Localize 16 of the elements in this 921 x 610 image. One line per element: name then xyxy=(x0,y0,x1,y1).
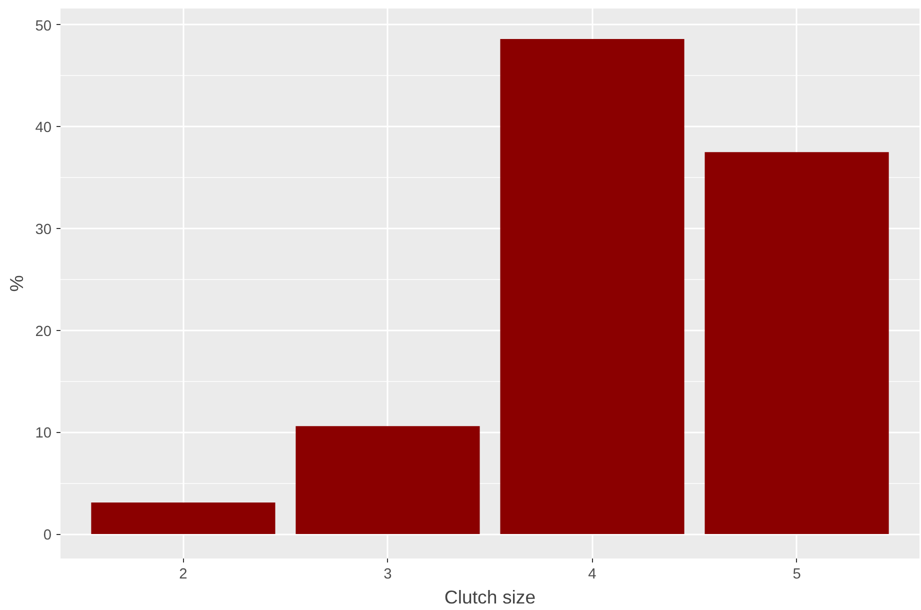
y-tick-label: 20 xyxy=(35,324,52,340)
y-axis-title: % xyxy=(6,275,28,292)
bar xyxy=(500,39,684,534)
y-tick-label: 0 xyxy=(43,528,52,544)
x-tick-label: 3 xyxy=(384,566,392,582)
y-tick-label: 50 xyxy=(35,18,52,34)
x-tick-label: 4 xyxy=(588,566,596,582)
x-tick-label: 2 xyxy=(179,566,188,582)
bar xyxy=(704,152,889,534)
x-tick-label: 5 xyxy=(792,566,801,582)
y-tick-label: 40 xyxy=(35,120,52,136)
bar xyxy=(91,502,276,534)
y-tick-label: 10 xyxy=(35,426,52,442)
y-tick-label: 30 xyxy=(35,222,52,238)
bar xyxy=(296,426,480,534)
x-axis-title: Clutch size xyxy=(444,586,536,608)
